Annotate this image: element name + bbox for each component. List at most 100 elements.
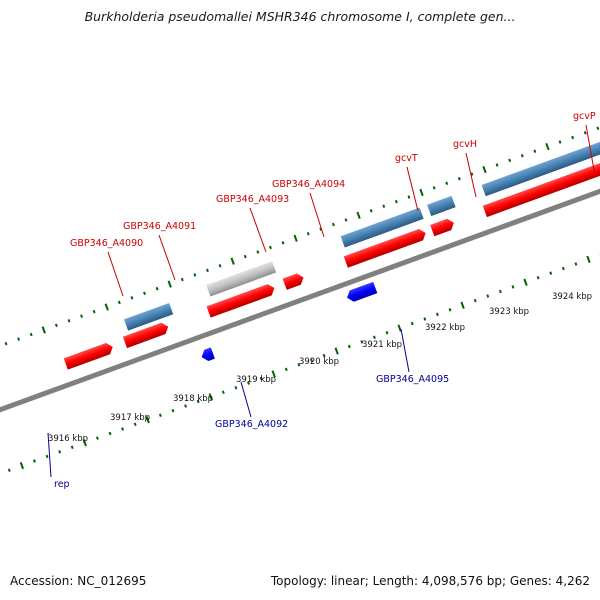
ruler-tick-label: 3917 kbp	[110, 413, 150, 423]
reverse-tick	[58, 450, 62, 454]
reverse-tick	[271, 370, 276, 378]
forward-tick	[256, 250, 260, 254]
gene-block-gcvh	[427, 195, 456, 217]
cds-arrow-gcvp	[482, 152, 600, 218]
reverse-tick	[511, 285, 515, 289]
reverse-tick	[133, 422, 137, 427]
reverse-tick	[523, 278, 528, 286]
forward-tick	[104, 303, 109, 311]
feature-label[interactable]: gcvT	[395, 153, 418, 164]
forward-tick	[92, 309, 96, 314]
reverse-tick	[82, 439, 87, 447]
forward-tick	[382, 204, 386, 208]
forward-tick	[243, 254, 247, 259]
forward-tick	[143, 291, 146, 296]
feature-leader-line	[240, 381, 252, 418]
reverse-tick	[284, 367, 288, 372]
reverse-tick	[121, 427, 125, 431]
forward-tick	[520, 154, 524, 158]
forward-tick	[218, 264, 222, 268]
cds-arrow-a4092	[201, 347, 215, 362]
feature-leader-line	[47, 432, 52, 478]
forward-tick	[596, 126, 600, 131]
cds-arrow-a4090	[63, 342, 113, 370]
reverse-tick	[310, 358, 313, 362]
feature-label[interactable]: GBP346_A4093	[216, 194, 289, 205]
cds-arrow-a4091	[122, 322, 169, 349]
reverse-tick	[70, 445, 74, 450]
reverse-tick	[334, 347, 339, 355]
reverse-tick	[208, 393, 213, 401]
gene-block-a4091	[124, 302, 174, 331]
forward-tick	[80, 314, 84, 318]
cds-arrow-a4095	[347, 281, 378, 302]
reverse-tick	[385, 330, 389, 335]
reverse-tick	[221, 390, 225, 395]
ruler-tick-label: 3924 kbp	[552, 292, 592, 302]
feature-label[interactable]: gcvP	[573, 111, 596, 122]
forward-tick	[457, 176, 461, 181]
ruler-tick-label: 3920 kbp	[299, 357, 339, 367]
forward-tick	[293, 234, 298, 242]
cds-arrow-gcvh	[430, 218, 454, 237]
reverse-tick	[435, 312, 439, 317]
feature-label[interactable]: GBP346_A4092	[215, 419, 288, 430]
reverse-tick	[19, 461, 25, 470]
forward-tick	[445, 181, 449, 186]
forward-tick	[230, 257, 235, 265]
reverse-tick	[33, 459, 36, 463]
forward-tick	[155, 286, 159, 291]
forward-tick	[29, 332, 33, 337]
feature-label[interactable]: GBP346_A4095	[376, 374, 449, 385]
forward-tick	[54, 323, 58, 328]
forward-tick	[419, 188, 424, 197]
forward-tick	[394, 199, 398, 204]
gene-block-gcvp	[481, 137, 600, 197]
reverse-tick	[347, 344, 351, 349]
reverse-tick-row	[7, 253, 600, 472]
forward-tick	[41, 326, 46, 334]
forward-tick	[407, 195, 411, 199]
reverse-tick	[184, 404, 188, 408]
ruler-tick-label: 3916 kbp	[48, 434, 88, 444]
topology-summary: Topology: linear; Length: 4,098,576 bp; …	[270, 574, 590, 588]
feature-label[interactable]: GBP346_A4090	[70, 238, 143, 249]
reverse-tick	[410, 321, 414, 326]
feature-label[interactable]: GBP346_A4094	[272, 179, 345, 190]
feature-label[interactable]: GBP346_A4091	[123, 221, 196, 232]
reverse-tick	[108, 431, 112, 436]
forward-tick	[432, 186, 436, 190]
reverse-tick	[7, 468, 11, 472]
reverse-tick	[158, 413, 162, 417]
ruler-tick-label: 3923 kbp	[489, 307, 529, 317]
feature-label[interactable]: rep	[54, 479, 70, 490]
pseudogene-block-a4093	[206, 261, 277, 297]
forward-tick	[180, 277, 184, 282]
reverse-tick	[95, 436, 99, 440]
reverse-tick	[234, 385, 238, 390]
reverse-tick	[247, 381, 250, 385]
reverse-tick	[196, 399, 200, 404]
reverse-tick	[45, 454, 49, 459]
feature-label[interactable]: gcvH	[453, 139, 477, 150]
reverse-tick	[536, 275, 540, 280]
forward-tick	[356, 211, 361, 219]
feature-leader-line	[585, 124, 595, 171]
forward-tick	[206, 268, 209, 273]
cds-arrow-gcvt	[343, 229, 426, 268]
forward-tick	[130, 296, 134, 300]
map-title: Burkholderia pseudomallei MSHR346 chromo…	[84, 9, 516, 24]
forward-tick	[571, 135, 575, 140]
gene-block-gcvt	[340, 207, 424, 248]
rotated-track-group	[0, 126, 600, 474]
cds-arrow-a4093	[206, 284, 275, 318]
forward-tick	[495, 163, 499, 167]
ruler-tick-label: 3921 kbp	[362, 340, 402, 350]
forward-tick	[508, 158, 512, 163]
reverse-tick	[297, 363, 301, 367]
reverse-tick	[460, 301, 465, 309]
reverse-tick	[574, 262, 578, 266]
reverse-tick	[561, 266, 565, 271]
forward-tick	[545, 142, 550, 151]
